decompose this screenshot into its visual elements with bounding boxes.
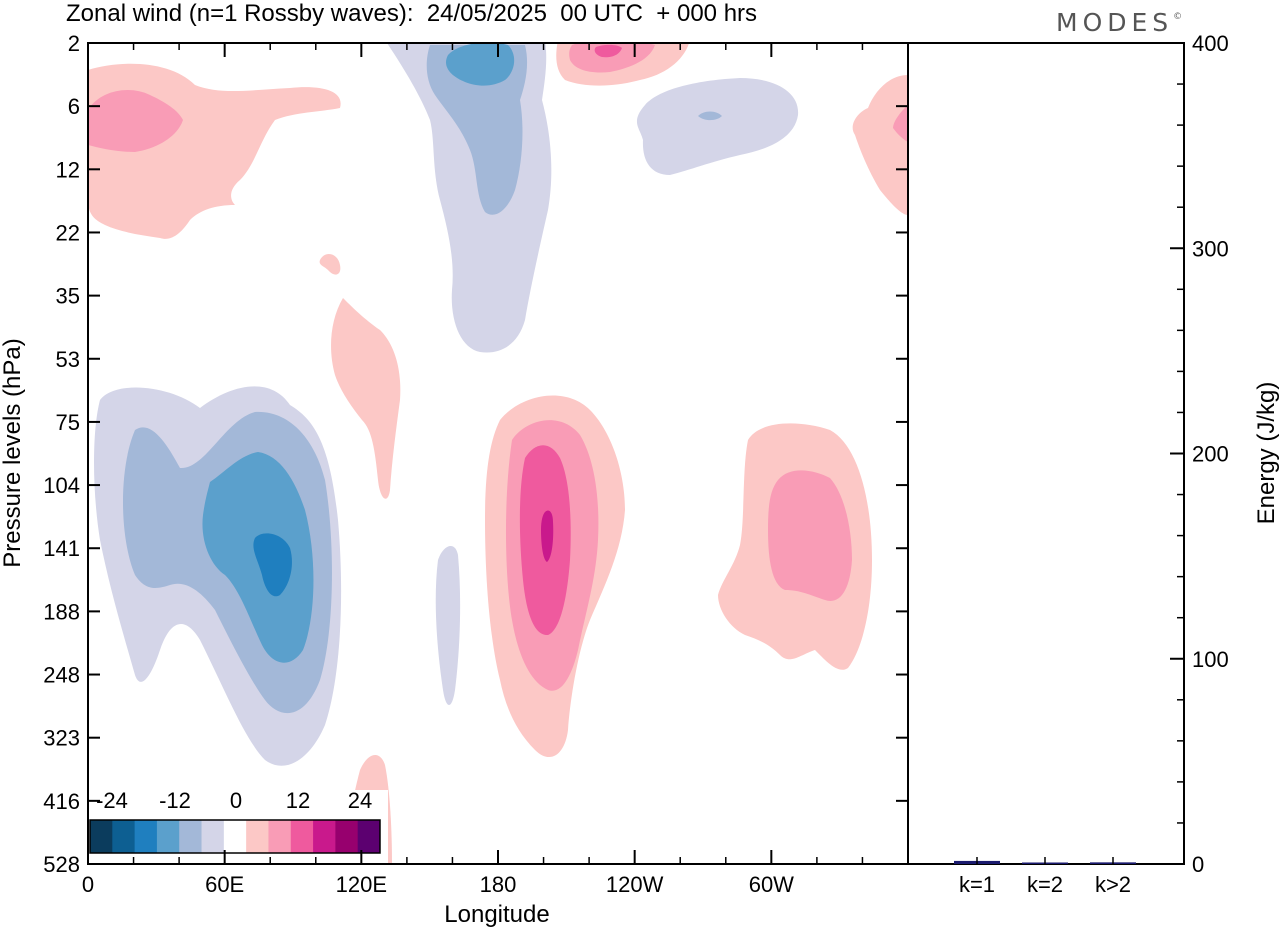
negative-anomaly-60e	[94, 386, 342, 766]
colorbar-label: 12	[286, 788, 310, 813]
colorbar-swatch	[313, 820, 336, 853]
x-tick-label: 120E	[336, 872, 387, 897]
colorbar-swatch	[268, 820, 292, 853]
colorbar-swatch	[90, 820, 113, 853]
y-tick-label: 22	[56, 220, 80, 245]
contour-field	[88, 43, 908, 864]
colorbar: -24 -12 0 12 24	[88, 788, 388, 864]
x-tick-label: 0	[82, 872, 94, 897]
energy-category-label: k=1	[959, 872, 995, 897]
positive-anomaly-small-blob	[319, 253, 341, 275]
y-tick-label: 53	[56, 347, 80, 372]
y-tick-label: 35	[56, 284, 80, 309]
energy-bars	[954, 857, 1136, 864]
x-tick-label: 120W	[606, 872, 664, 897]
negative-anomaly-upper-90w	[636, 78, 799, 175]
x-axis: 0 60E 120E 180 120W 60W	[82, 43, 864, 897]
y-tick-label: 528	[43, 852, 80, 877]
y-tick-label: 323	[43, 726, 80, 751]
positive-anomaly-120e-mid	[331, 298, 401, 499]
energy-plot-frame	[907, 42, 1185, 865]
colorbar-swatch	[201, 820, 225, 853]
positive-anomaly-right-edge	[852, 75, 908, 215]
y-tick-label: 141	[43, 536, 80, 561]
brand-text: MODES	[1056, 8, 1174, 37]
positive-anomaly-60w	[718, 423, 872, 670]
positive-anomaly-upper-left	[88, 63, 341, 239]
y-tick-label: 6	[68, 94, 80, 119]
y-tick-label: 188	[43, 599, 80, 624]
energy-category-label: k=2	[1027, 872, 1063, 897]
x-axis-label: Longitude	[444, 901, 549, 928]
colorbar-label: -12	[159, 788, 191, 813]
colorbar-swatch	[134, 820, 158, 853]
x-tick-label: 60W	[749, 872, 794, 897]
colorbar-swatch	[223, 820, 247, 853]
y-tick-label: 248	[43, 663, 80, 688]
energy-tick-label: 0	[1192, 852, 1204, 877]
negative-anomaly-155	[435, 545, 461, 705]
energy-tick-label: 200	[1192, 442, 1229, 467]
colorbar-swatch	[156, 820, 180, 853]
energy-tick-label: 100	[1192, 647, 1229, 672]
energy-categories: k=1 k=2 k>2	[959, 872, 1131, 897]
colorbar-label: -24	[96, 788, 128, 813]
colorbar-swatch	[179, 820, 203, 853]
colorbar-swatch	[335, 820, 359, 853]
colorbar-swatch	[246, 820, 269, 853]
positive-anomaly-180	[485, 395, 625, 758]
energy-axis-label: Energy (J/kg)	[1253, 382, 1280, 525]
y-tick-label: 75	[56, 410, 80, 435]
y-tick-label: 12	[56, 157, 80, 182]
chart-title: Zonal wind (n=1 Rossby waves): 24/05/202…	[66, 0, 758, 27]
colorbar-swatch	[290, 820, 314, 853]
modes-logo: MODES©	[1056, 8, 1183, 37]
energy-axis: 0 100 200 300 400	[1170, 31, 1229, 877]
positive-anomaly-upper-120w	[556, 43, 689, 86]
energy-tick-label: 300	[1192, 236, 1229, 261]
colorbar-label: 0	[230, 788, 242, 813]
y-tick-label: 2	[68, 31, 80, 56]
colorbar-swatch	[357, 820, 381, 853]
x-tick-label: 180	[480, 872, 517, 897]
y-tick-label: 416	[43, 789, 80, 814]
negative-anomaly-upper-150	[386, 43, 552, 353]
colorbar-label: 24	[348, 788, 372, 813]
energy-category-label: k>2	[1095, 872, 1131, 897]
y-axis: 2 6 12 22 35 53 75 104 141 188 248 323 416 528	[43, 31, 908, 877]
colorbar-outline	[89, 819, 381, 854]
energy-tick-label: 400	[1192, 31, 1229, 56]
x-tick-label: 60E	[205, 872, 244, 897]
y-tick-label: 104	[43, 473, 80, 498]
colorbar-swatch	[112, 820, 136, 853]
y-axis-label: Pressure levels (hPa)	[0, 338, 26, 567]
